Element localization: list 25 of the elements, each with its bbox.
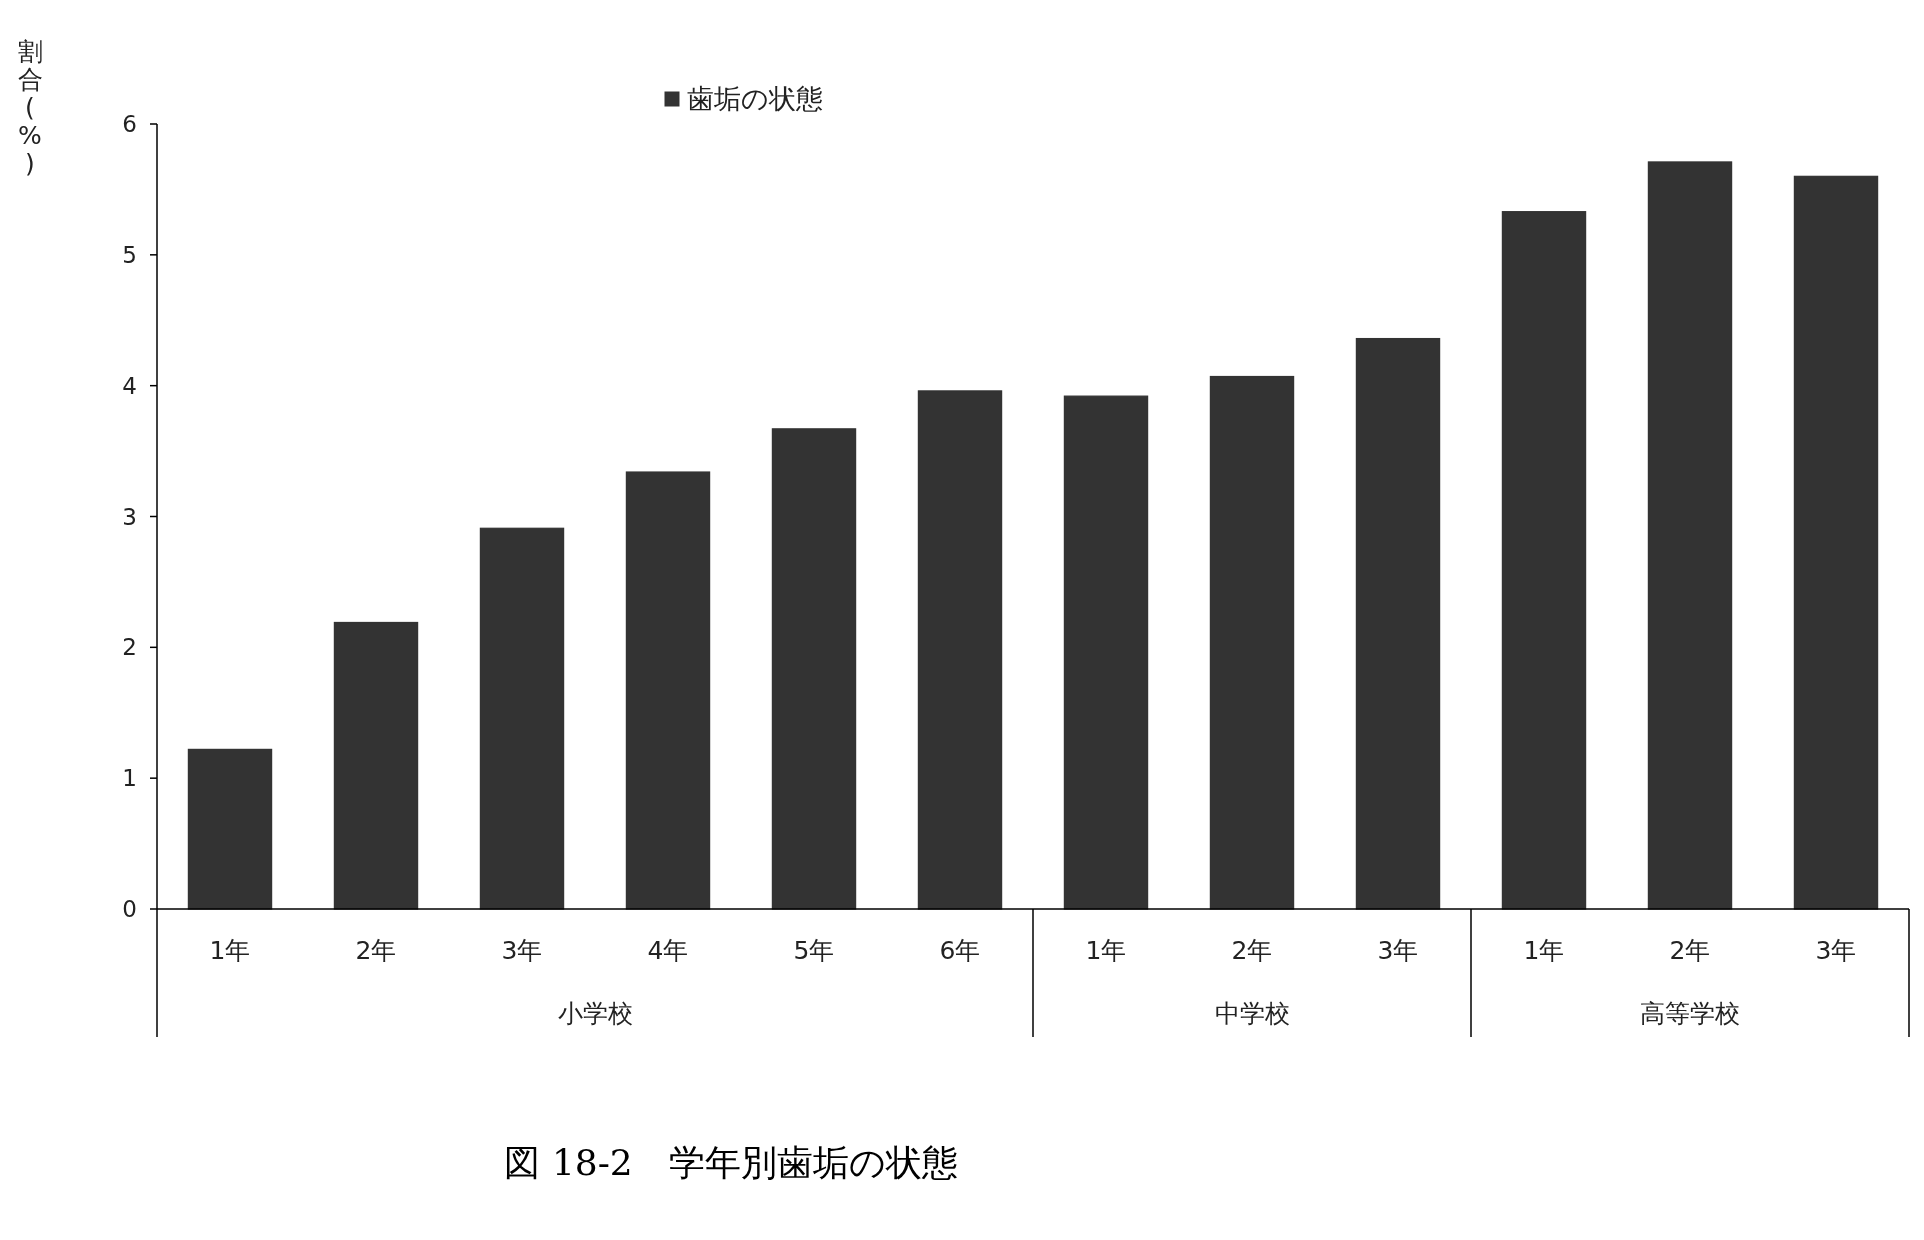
legend-label: 歯垢の状態 xyxy=(687,83,823,114)
x-tick-label: 1年 xyxy=(1523,936,1565,965)
x-tick-label: 4年 xyxy=(647,936,689,965)
x-tick-label: 3年 xyxy=(1377,936,1419,965)
text: 図 18-2 学年別歯垢の状態 xyxy=(504,1142,958,1183)
x-tick-label: 5年 xyxy=(793,936,835,965)
y-tick-label: 2 xyxy=(122,634,137,661)
y-tick-label: 1 xyxy=(122,765,137,792)
x-tick-label: 1年 xyxy=(209,936,251,965)
y-tick-label: 4 xyxy=(122,372,137,399)
text: 高等学校 xyxy=(1640,999,1740,1028)
x-tick-label: 2年 xyxy=(355,936,397,965)
x-tick-label: 2年 xyxy=(1231,936,1273,965)
x-tick-label: 3年 xyxy=(501,936,543,965)
x-tick-label: 3年 xyxy=(1815,936,1857,965)
x-tick-label: 1年 xyxy=(1085,936,1127,965)
y-tick-label: 6 xyxy=(122,111,137,137)
y-tick-label: 5 xyxy=(122,241,137,268)
text: 小学校 xyxy=(557,999,633,1028)
x-tick-label: 6年 xyxy=(939,936,981,965)
y-tick-label: 3 xyxy=(122,503,137,530)
y-axis-title: 割合(%) xyxy=(17,37,43,178)
text: 中学校 xyxy=(1214,999,1290,1028)
x-tick-label: 2年 xyxy=(1669,936,1711,965)
y-tick-label: 0 xyxy=(122,896,137,922)
